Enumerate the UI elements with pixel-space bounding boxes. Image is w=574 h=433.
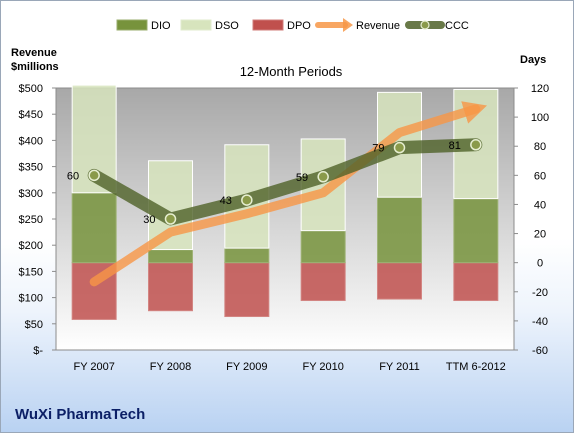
legend-swatch-dpo (252, 19, 284, 31)
company-name: WuXi PharmaTech (15, 406, 146, 423)
y-right-tick-label: -40 (532, 316, 548, 328)
y-right-tick-label: 80 (534, 141, 546, 153)
x-tick-label: FY 2007 (73, 361, 114, 373)
ccc-data-label: 59 (296, 172, 308, 184)
y-left-tick-label: $100 (19, 293, 43, 305)
x-tick-label: FY 2008 (150, 361, 191, 373)
bar-dio (148, 249, 193, 264)
y-left-tick-label: $400 (19, 135, 43, 147)
y-left-tick-label: $- (33, 345, 43, 357)
ccc-point (393, 141, 406, 154)
bar-dpo (148, 262, 193, 312)
ccc-point (317, 171, 329, 183)
y-left-tick-label: $200 (19, 240, 43, 252)
y-right-tick-label: 0 (537, 258, 543, 270)
axes: $- $50 $100 $150 $200 $250 $300 $350 $400 $450 $50… (19, 83, 550, 373)
y-right-tick-label: 20 (534, 229, 546, 241)
ccc-point (241, 194, 253, 206)
y-right-tick-label: 100 (531, 112, 549, 124)
bar-dio (453, 198, 499, 264)
legend-label-ccc: CCC (445, 20, 469, 32)
y-axis-left-title-line1: Revenue (11, 47, 57, 59)
legend-arrow-head (343, 18, 353, 32)
bar-dio (71, 192, 117, 264)
y-axis-right-title: Days (520, 54, 547, 66)
y-left-tick-label: $250 (19, 214, 43, 226)
y-left-tick-label: $50 (25, 319, 43, 331)
plot-background (55, 87, 515, 351)
ccc-data-label: 81 (449, 140, 461, 152)
y-left-tick-label: $350 (19, 162, 43, 174)
y-right-tick-label: 40 (534, 199, 546, 211)
x-tick-label: FY 2010 (302, 361, 343, 373)
y-axis-left-title: Revenue $millions (11, 46, 81, 74)
chart-title: 12-Month Periods (239, 64, 343, 79)
y-right-tick-label: -60 (532, 345, 548, 357)
plot-area: 60 30 43 59 79 81 (55, 84, 515, 351)
ccc-data-label: 79 (372, 143, 384, 155)
ccc-point (164, 213, 177, 225)
legend-label-dpo: DPO (287, 20, 311, 32)
y-left-tick-label: $450 (19, 109, 43, 121)
y-right-tick-label: -20 (532, 287, 548, 299)
y-left-tick-label: $500 (19, 83, 43, 95)
legend-ccc-point (420, 20, 430, 30)
legend: DIO DSO DPO Revenue CCC (116, 18, 469, 32)
legend-label-dio: DIO (151, 20, 171, 32)
y-left-tick-label: $150 (19, 266, 43, 278)
ccc-data-label: 43 (220, 195, 232, 207)
ccc-point (470, 139, 482, 151)
ccc-line (87, 138, 483, 226)
revenue-line (89, 101, 488, 287)
bar-dpo (453, 262, 499, 302)
legend-label-revenue: Revenue (356, 20, 400, 32)
bar-dio (377, 196, 422, 264)
ccc-data-label: 60 (67, 170, 79, 182)
y-right-tick-label: 120 (531, 83, 549, 95)
bar-dio (224, 247, 270, 264)
bar-dio (300, 230, 346, 264)
legend-swatch-dio (116, 19, 148, 31)
bar-dpo (377, 262, 422, 300)
ccc-data-label: 30 (143, 214, 155, 226)
y-right-tick-label: 60 (534, 170, 546, 182)
y-axis-left-title-line2: $millions (11, 61, 59, 73)
x-tick-label: FY 2009 (226, 361, 267, 373)
legend-swatch-dso (180, 19, 212, 31)
legend-label-dso: DSO (215, 20, 239, 32)
bar-dpo (300, 262, 346, 302)
x-tick-label: FY 2011 (379, 361, 420, 373)
y-left-tick-label: $300 (19, 188, 43, 200)
x-tick-label: TTM 6-2012 (446, 361, 506, 373)
ccc-point (88, 169, 100, 182)
bar-dpo (224, 262, 270, 318)
